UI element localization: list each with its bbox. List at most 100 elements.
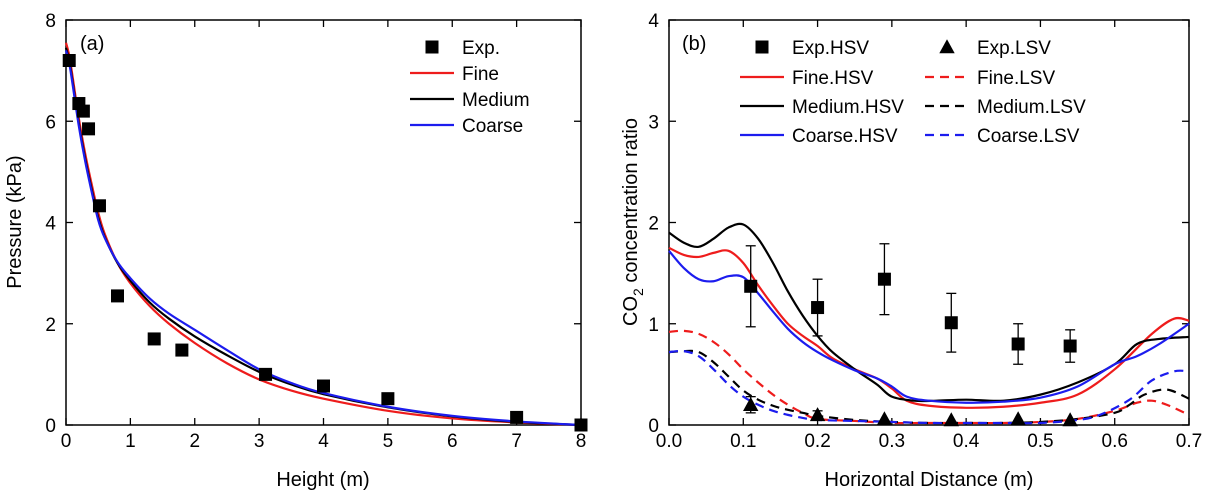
panel-b-y-tick-label: 4 bbox=[648, 11, 659, 32]
panel-a-legend-entry-medium: Medium bbox=[410, 90, 530, 111]
panel-b-point-exp-hsv bbox=[1063, 339, 1077, 353]
panel-b-legend-entry-exp-hsv: Exp.HSV bbox=[755, 38, 869, 59]
panel-a-point-exp- bbox=[175, 343, 189, 357]
panel-b-legend: Exp.HSV Exp.LSV Fine.HSV Fine.LSV Medium.HSV… bbox=[740, 38, 1086, 147]
panel-a-y-tick-label: 2 bbox=[45, 315, 56, 336]
panel-b-legend-entry-exp-lsv: Exp.LSV bbox=[939, 38, 1051, 59]
panel-b-y-axis-title-sub: 2 bbox=[630, 288, 646, 296]
panel-a-point-exp- bbox=[111, 289, 124, 303]
panel-b-series bbox=[668, 222, 1190, 427]
panel-a-x-tick-label: 1 bbox=[125, 431, 136, 452]
panel-a-legend-marker-exp- bbox=[425, 40, 439, 54]
panel-b-frame bbox=[668, 19, 1190, 426]
panel-a-x-tick-label: 4 bbox=[318, 431, 329, 452]
panel-b-x-tick-label: 0.0 bbox=[656, 431, 682, 452]
panel-a-x-tick-label: 3 bbox=[254, 431, 265, 452]
panel-a-x-tick-label: 5 bbox=[383, 431, 394, 452]
panel-b-point-exp-hsv bbox=[877, 272, 891, 286]
panel-b-point-exp-hsv bbox=[811, 301, 825, 315]
panel-b-point-exp-hsv bbox=[1011, 337, 1025, 351]
panel-b-series-fine-lsv bbox=[668, 329, 1190, 425]
panel-b-legend-label-fine-lsv: Fine.LSV bbox=[977, 68, 1055, 89]
panel-b-series-medium-hsv bbox=[668, 222, 1190, 403]
panel-b-x-tick-label: 0.1 bbox=[730, 431, 756, 452]
panel-b-y-tick-label: 1 bbox=[648, 315, 659, 336]
panel-b-point-exp-hsv bbox=[744, 279, 758, 293]
panel-a-point-exp- bbox=[92, 199, 106, 213]
panel-b-y-axis-title: CO2 concentration ratio bbox=[620, 118, 646, 326]
panel-b-legend-entry-fine-lsv: Fine.LSV bbox=[925, 68, 1055, 89]
panel-a-point-exp- bbox=[62, 54, 76, 67]
panel-a-legend-entry-coarse: Coarse bbox=[410, 116, 523, 137]
panel-b-x-axis-title: Horizontal Distance (m) bbox=[825, 469, 1034, 491]
panel-b-y-axis-title-main: CO bbox=[620, 296, 642, 326]
panel-b-x-tick-label: 0.3 bbox=[879, 431, 905, 452]
panel-a-legend-label-coarse: Coarse bbox=[462, 116, 523, 137]
panel-b-legend-label-medium-lsv: Medium.LSV bbox=[977, 97, 1086, 118]
panel-a-point-exp- bbox=[574, 418, 588, 432]
panel-a-point-exp- bbox=[381, 392, 395, 406]
panel-a: (a) Height (m) Pressure (kPa) 0 1 2 3 4 5 6 7 8 0… bbox=[4, 11, 588, 491]
panel-b-legend-entry-coarse-lsv: Coarse.LSV bbox=[925, 126, 1080, 147]
panel-a-y-tick-label: 8 bbox=[45, 11, 56, 32]
panel-a-y-axis-title: Pressure (kPa) bbox=[4, 155, 26, 288]
panel-a-x-axis-title: Height (m) bbox=[276, 469, 369, 491]
panel-a-label: (a) bbox=[80, 33, 104, 55]
panel-b-x-tick-label: 0.5 bbox=[1027, 431, 1053, 452]
panel-a-point-exp- bbox=[259, 367, 273, 381]
panel-b-point-exp-lsv bbox=[876, 411, 893, 426]
panel-b-legend-label-exp-lsv: Exp.LSV bbox=[977, 38, 1051, 59]
panel-b-x-tick-label: 0.4 bbox=[953, 431, 980, 452]
panel-a-x-tick-label: 6 bbox=[447, 431, 458, 452]
panel-b-y-tick-label: 3 bbox=[648, 112, 659, 133]
panel-b-legend-marker-exp-hsv bbox=[755, 40, 769, 54]
panel-a-y-tick-label: 4 bbox=[45, 214, 56, 235]
panel-b-x-tick-label: 0.2 bbox=[804, 431, 830, 452]
panel-b-legend-entry-medium-lsv: Medium.LSV bbox=[925, 97, 1086, 118]
panel-a-y-tick-label: 0 bbox=[45, 416, 56, 437]
panel-a-legend-entry-fine: Fine bbox=[410, 64, 499, 85]
panel-b-legend-label-exp-hsv: Exp.HSV bbox=[792, 38, 869, 59]
panel-a-legend-label-exp-: Exp. bbox=[462, 38, 500, 59]
panel-b-legend-label-fine-hsv: Fine.HSV bbox=[792, 68, 874, 89]
panel-b-legend-entry-medium-hsv: Medium.HSV bbox=[740, 97, 904, 118]
panel-b-series-fine-hsv bbox=[668, 246, 1190, 409]
panel-a-legend-entry-exp-: Exp. bbox=[425, 38, 500, 59]
panel-b-legend-entry-coarse-hsv: Coarse.HSV bbox=[740, 126, 898, 147]
panel-b-legend-marker-exp-lsv bbox=[939, 39, 955, 54]
panel-b-legend-label-coarse-lsv: Coarse.LSV bbox=[977, 126, 1080, 147]
panel-b-series-coarse-hsv bbox=[668, 250, 1190, 404]
panel-b-legend-entry-fine-hsv: Fine.HSV bbox=[740, 68, 874, 89]
panel-b-series-coarse-lsv bbox=[668, 349, 1190, 425]
panel-a-y-tick-label: 6 bbox=[45, 112, 56, 133]
panel-a-point-exp- bbox=[510, 410, 524, 424]
panel-b-y-tick-label: 0 bbox=[648, 416, 659, 437]
panel-a-point-exp- bbox=[317, 379, 330, 393]
panel-b-y-axis-title-rest: concentration ratio bbox=[620, 118, 642, 288]
panel-a-ticks: 0 1 2 3 4 5 6 7 8 0 2 4 6 8 bbox=[45, 11, 586, 452]
panel-b-point-exp-lsv bbox=[943, 412, 959, 427]
panel-b-legend-label-coarse-hsv: Coarse.HSV bbox=[792, 126, 898, 147]
panel-b-point-exp-hsv bbox=[944, 316, 958, 330]
panel-b-label: (b) bbox=[682, 33, 706, 55]
panel-b-x-tick-label: 0.6 bbox=[1102, 431, 1128, 452]
panel-a-legend-label-medium: Medium bbox=[462, 90, 530, 111]
panel-b-y-tick-label: 2 bbox=[648, 214, 659, 235]
panel-a-x-tick-label: 0 bbox=[61, 431, 72, 452]
panel-a-series bbox=[62, 42, 588, 432]
panel-b-legend-label-medium-hsv: Medium.HSV bbox=[792, 97, 904, 118]
panel-a-x-tick-label: 7 bbox=[511, 431, 522, 452]
panel-b-series-medium-lsv bbox=[668, 349, 1190, 425]
panel-b-point-exp-lsv bbox=[809, 407, 826, 422]
panel-a-x-tick-label: 8 bbox=[576, 431, 587, 452]
panel-a-legend: Exp. Fine Medium Coarse bbox=[410, 38, 530, 137]
panel-a-legend-label-fine: Fine bbox=[462, 64, 499, 85]
panel-b: (b) Horizontal Distance (m) CO2 concentr… bbox=[620, 11, 1202, 491]
panel-a-point-exp- bbox=[76, 104, 90, 118]
panel-b-point-exp-lsv bbox=[743, 397, 759, 412]
panel-b-point-exp-lsv bbox=[1062, 412, 1078, 427]
panel-a-point-exp- bbox=[147, 332, 161, 346]
panel-b-point-exp-lsv bbox=[1010, 411, 1026, 426]
panel-a-frame bbox=[65, 19, 582, 426]
